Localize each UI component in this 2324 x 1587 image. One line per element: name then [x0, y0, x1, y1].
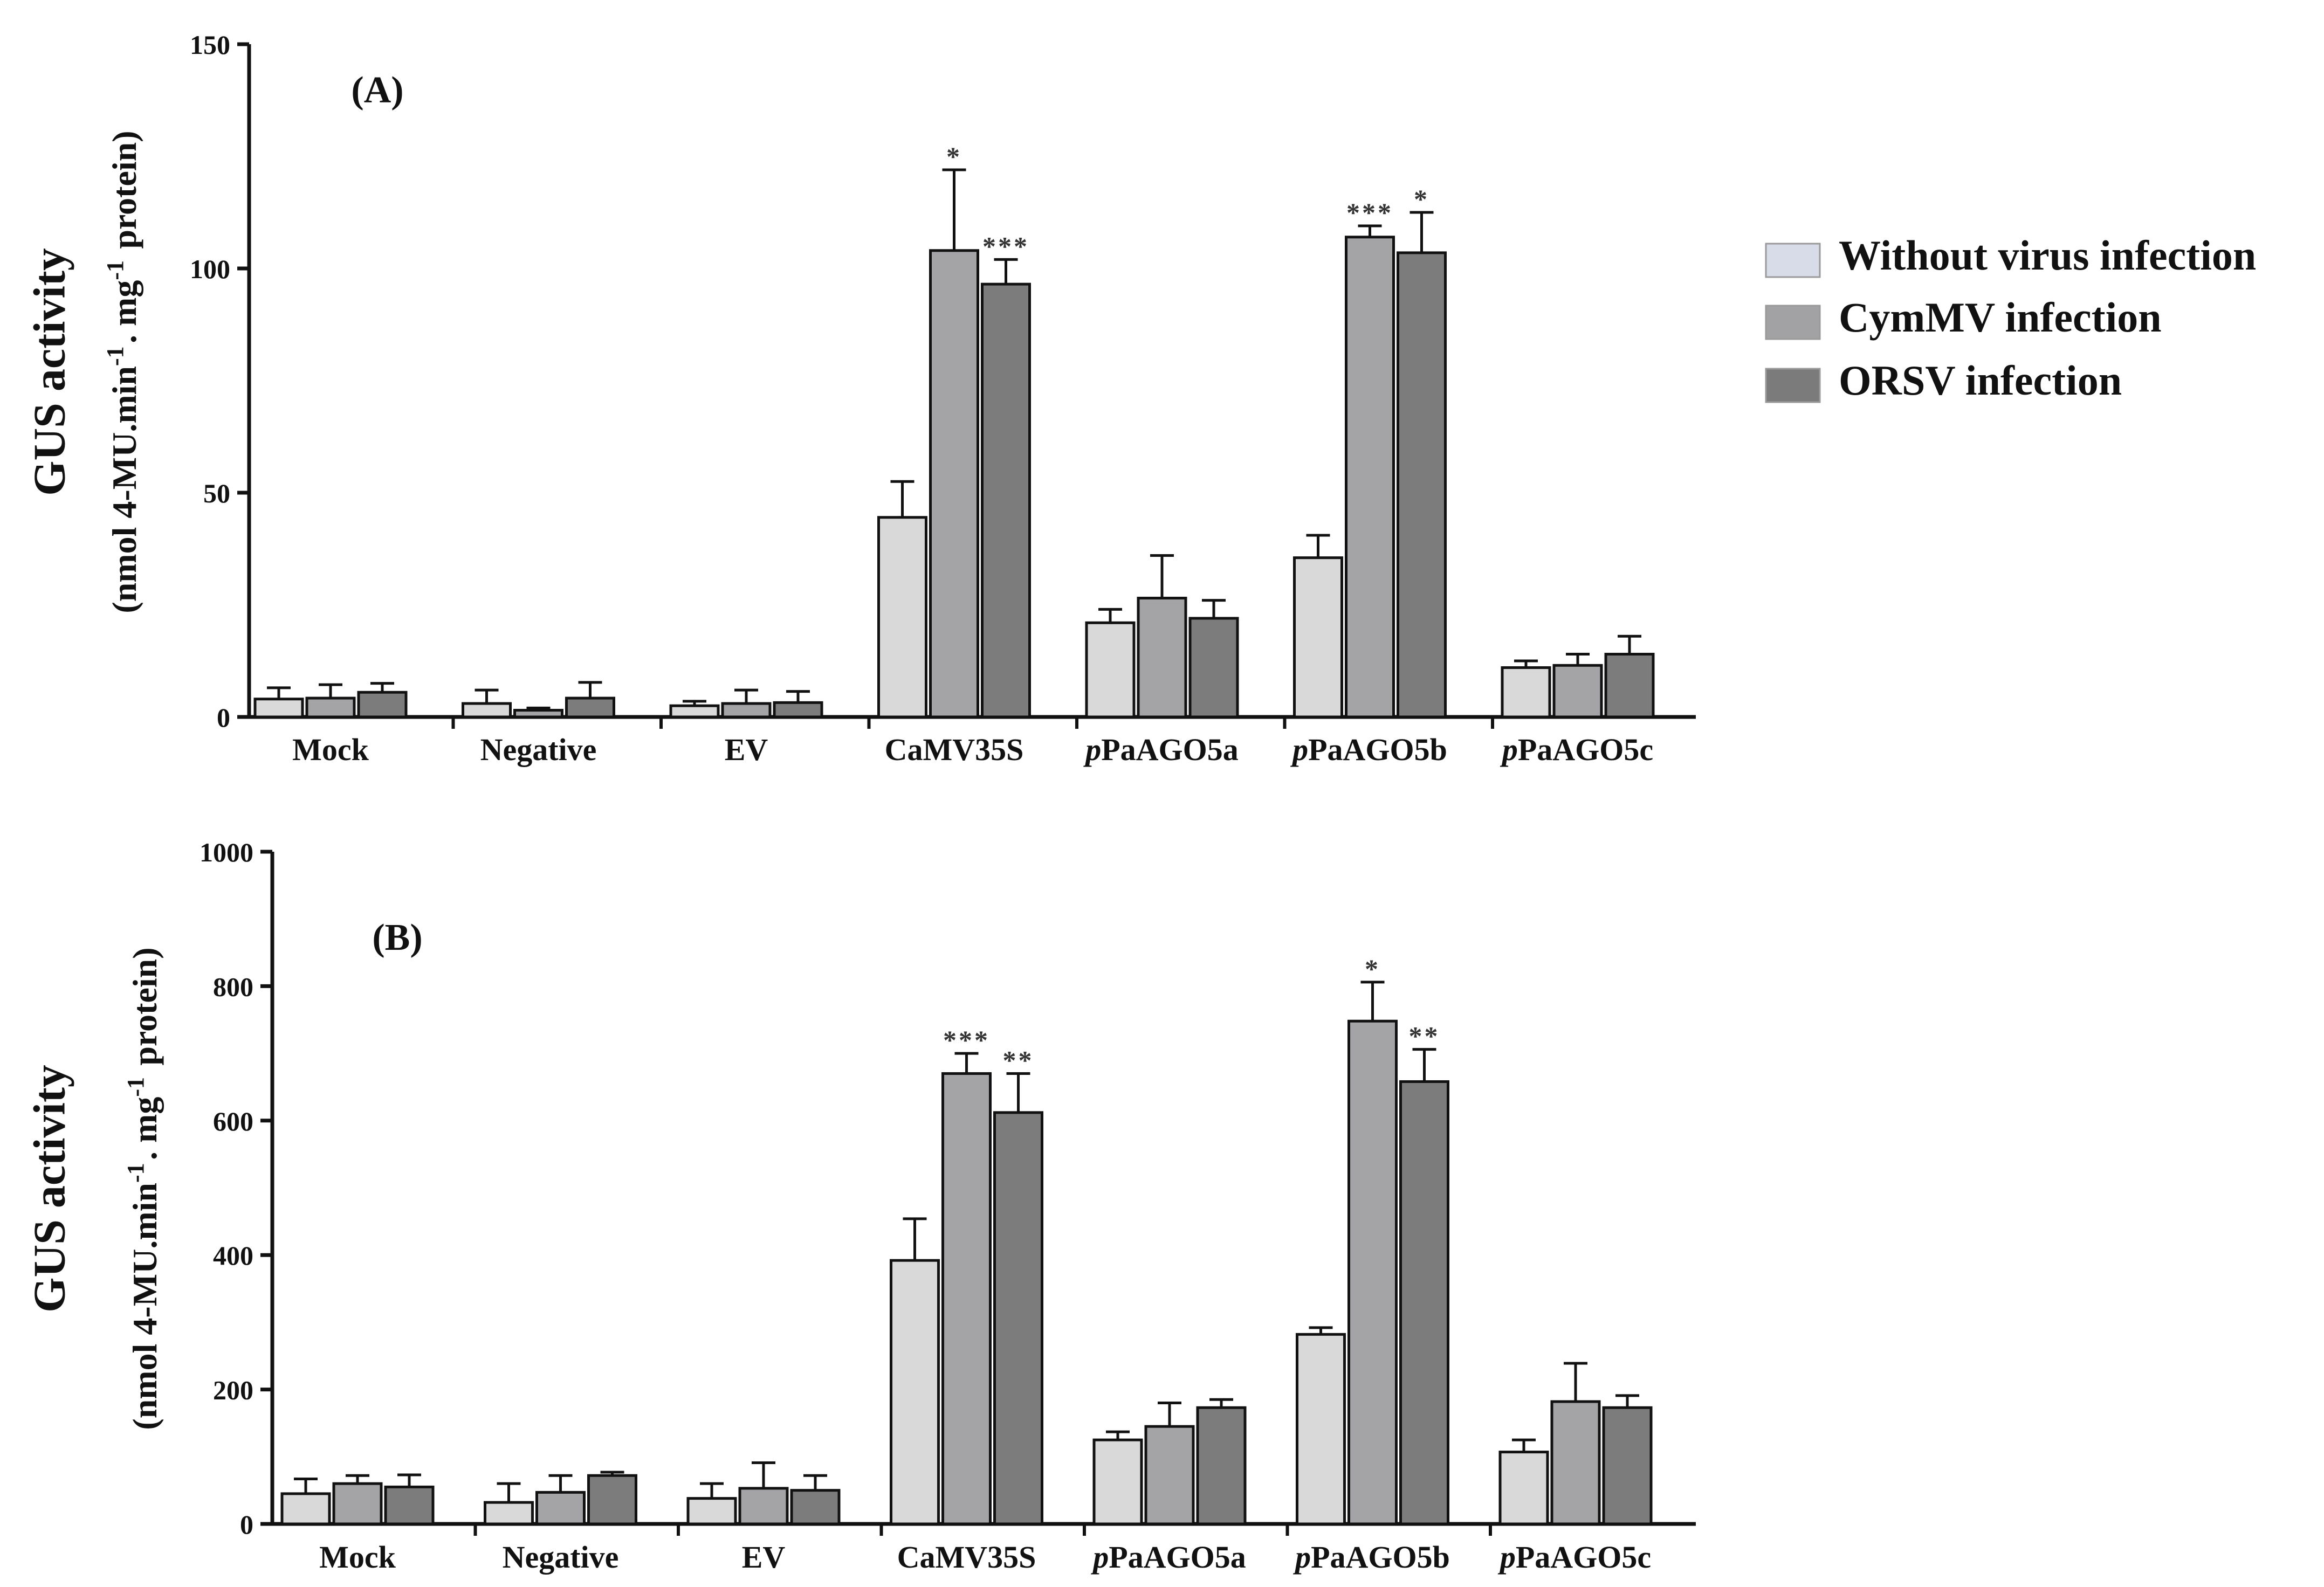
- category-label: pPaAGO5a: [1090, 1540, 1246, 1575]
- y-tick-label: 400: [213, 1240, 253, 1271]
- panel-a: (A) GUS activity (nmol 4-MU.min-1 . mg-1 p…: [24, 30, 1696, 767]
- bar: [1501, 666, 1551, 719]
- category-label: pPaAGO5c: [1497, 1540, 1651, 1575]
- panel-label: (A): [351, 70, 403, 111]
- legend: Without virus infection CymMV infection OR…: [1765, 232, 2256, 404]
- bar: [790, 1489, 841, 1526]
- y-tick-label: 50: [203, 478, 230, 508]
- bar: [1092, 1438, 1143, 1526]
- bar: [1188, 617, 1239, 719]
- y-tick-label: 200: [213, 1375, 253, 1405]
- category-label: pPaAGO5c: [1500, 732, 1653, 767]
- legend-label: Without virus infection: [1839, 232, 2256, 279]
- bar: [280, 1492, 331, 1526]
- bar: [993, 1111, 1043, 1526]
- category-label: Negative: [480, 732, 597, 767]
- significance-mark: **: [1003, 1045, 1034, 1075]
- legend-swatch: [1765, 305, 1821, 340]
- bar: [565, 696, 615, 719]
- y-tick-label: 800: [213, 971, 253, 1002]
- y-axis-unit-label: (nmol 4-MU.min-1 . mg-1 protein): [102, 130, 143, 613]
- significance-mark: *: [1365, 954, 1380, 984]
- bar: [1399, 1080, 1449, 1526]
- legend-swatch: [1765, 368, 1821, 403]
- bar: [686, 1497, 737, 1526]
- category-label: Negative: [503, 1540, 619, 1575]
- bar: [1296, 1333, 1346, 1526]
- bar: [357, 691, 408, 719]
- category-label: pPaAGO5a: [1083, 732, 1239, 767]
- bar: [1347, 1019, 1398, 1526]
- bar: [384, 1485, 435, 1526]
- bar: [305, 696, 356, 719]
- y-axis-title: GUS activity: [24, 248, 74, 496]
- bar: [1602, 1406, 1653, 1526]
- bar: [513, 709, 563, 719]
- category-label: EV: [725, 732, 768, 767]
- bar: [1498, 1451, 1549, 1526]
- bar: [1550, 1400, 1601, 1526]
- legend-label: CymMV infection: [1839, 294, 2162, 341]
- significance-mark: ***: [943, 1025, 990, 1055]
- category-label: Mock: [319, 1540, 396, 1575]
- bar: [1397, 251, 1447, 719]
- bar: [587, 1474, 637, 1526]
- y-axis-unit-label: (nmol 4-MU.min-1 . mg-1 protein): [122, 947, 164, 1430]
- bar: [1137, 597, 1187, 719]
- category-label: CaMV35S: [897, 1540, 1036, 1575]
- significance-mark: ***: [1346, 197, 1393, 227]
- panel-label: (B): [372, 917, 422, 958]
- significance-mark: **: [1409, 1021, 1440, 1051]
- y-axis-title: GUS activity: [24, 1065, 74, 1313]
- bar: [253, 698, 304, 719]
- y-tick-label: 0: [217, 702, 230, 733]
- bar: [462, 702, 512, 719]
- bar: [1552, 664, 1603, 719]
- significance-mark: *: [1414, 184, 1429, 214]
- y-tick-label: 0: [240, 1509, 253, 1540]
- bar: [738, 1487, 789, 1526]
- y-tick-label: 600: [213, 1106, 253, 1136]
- legend-label: ORSV infection: [1839, 357, 2122, 404]
- bar: [941, 1072, 992, 1526]
- bar: [1345, 236, 1395, 719]
- bar: [981, 282, 1031, 719]
- category-label: pPaAGO5b: [1292, 1540, 1450, 1575]
- y-tick-label: 100: [190, 254, 230, 284]
- category-label: Mock: [292, 732, 369, 767]
- panel-b: (B) GUS activity (nmol 4-MU.min-1 . mg-1 p…: [24, 837, 1696, 1575]
- bar: [890, 1259, 940, 1526]
- bar: [1196, 1406, 1247, 1526]
- bar: [1144, 1425, 1195, 1526]
- significance-mark: *: [946, 141, 962, 171]
- legend-swatch: [1765, 243, 1821, 278]
- category-label: CaMV35S: [885, 732, 1024, 767]
- bar: [535, 1491, 586, 1526]
- category-label: pPaAGO5b: [1290, 732, 1447, 767]
- y-tick-label: 150: [190, 30, 230, 60]
- bar: [773, 701, 823, 719]
- bar: [1293, 556, 1343, 719]
- bar: [929, 249, 979, 719]
- y-tick-label: 1000: [200, 837, 253, 867]
- bar: [1604, 653, 1655, 719]
- bar: [1085, 621, 1136, 719]
- bar: [721, 702, 772, 719]
- significance-mark: ***: [982, 231, 1029, 261]
- bar: [669, 704, 720, 719]
- category-label: EV: [742, 1540, 786, 1575]
- bar: [877, 516, 927, 719]
- bar: [332, 1482, 383, 1526]
- bar: [484, 1501, 534, 1526]
